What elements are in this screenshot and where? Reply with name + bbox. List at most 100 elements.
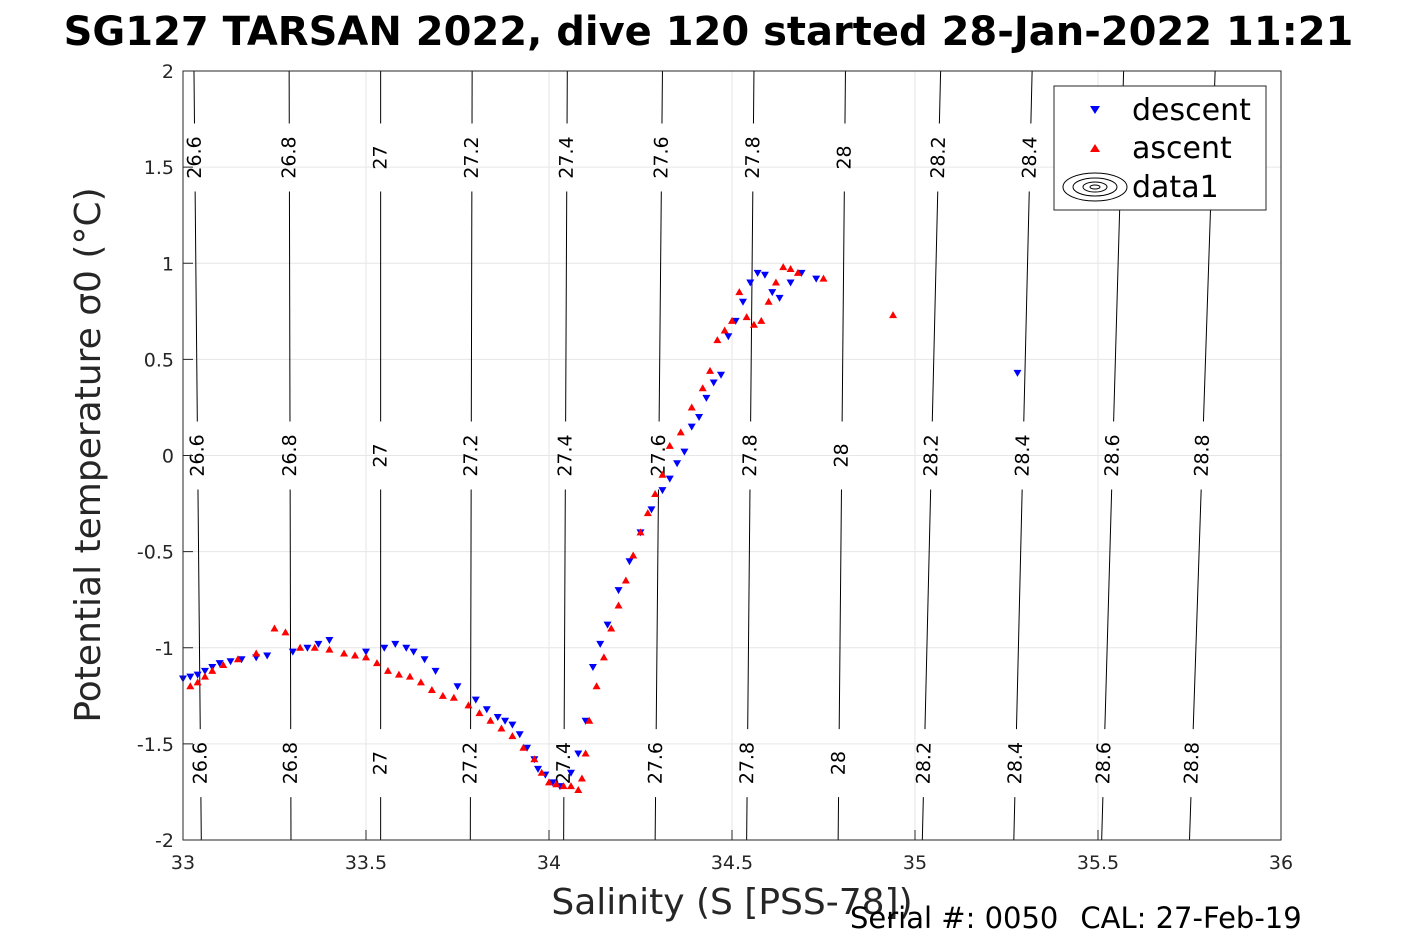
ascent-point	[599, 653, 608, 661]
y-tick-label: -1.5	[137, 734, 174, 756]
descent-point	[409, 648, 418, 656]
ascent-point	[296, 643, 305, 651]
contour-label: 27.8	[736, 742, 758, 785]
y-tick-label: 2	[162, 61, 174, 83]
descent-point	[665, 475, 674, 483]
descent-point	[303, 644, 312, 652]
contour-line	[938, 71, 942, 124]
y-tick-label: -0.5	[137, 542, 174, 564]
descent-point	[588, 663, 597, 671]
descent-point	[680, 448, 689, 456]
descent-point	[453, 683, 462, 691]
contour-line	[288, 191, 291, 422]
descent-point	[215, 660, 224, 668]
contour-line	[655, 489, 659, 730]
y-tick-label: 1.5	[144, 157, 174, 179]
ascent-point	[449, 693, 458, 701]
descent-point	[702, 394, 711, 402]
ascent-point	[208, 666, 217, 674]
density-contours: 26.6 26.6 26.6 26.8 26.8 26.8 27 27 27 27.2 27.2 27…	[184, 71, 1224, 840]
ascent-point	[585, 716, 594, 724]
ascent-point	[614, 601, 623, 609]
ascent-point	[325, 645, 334, 653]
y-tick-label: 1	[162, 253, 174, 275]
descent-point	[574, 750, 583, 758]
x-tick-label: 34	[537, 852, 561, 874]
ascent-point	[658, 470, 667, 478]
ascent-point	[519, 743, 528, 751]
ascent-point	[559, 782, 568, 790]
ascent-point	[757, 316, 766, 324]
y-tick-label: -2	[155, 830, 174, 852]
contour-label: 28.4	[1011, 434, 1034, 477]
ascent-point	[786, 265, 795, 273]
contour-label: 27.6	[648, 434, 670, 477]
ascent-point	[394, 670, 403, 678]
contour-line	[1113, 191, 1121, 422]
axis-ticks: 33 33.5 34 34.5 35 35.5 36 -2 -1.5 -1 -0.5 0 0.5 1 1.5…	[137, 61, 1293, 874]
contour-label: 28.2	[913, 742, 936, 785]
ascent-point	[497, 724, 506, 732]
contour-line	[1104, 489, 1113, 730]
descent-point	[760, 271, 769, 279]
contour-lines	[193, 71, 1216, 840]
descent-point	[391, 640, 400, 648]
descent-point	[738, 298, 747, 306]
descent-point	[717, 371, 726, 379]
descent-point	[673, 460, 682, 468]
legend-contour-icon	[1062, 172, 1128, 202]
descent-point	[614, 587, 623, 595]
ascent-point	[383, 666, 392, 674]
descent-point	[186, 673, 195, 681]
x-tick-label: 35.5	[1077, 852, 1119, 874]
descent-point	[581, 717, 590, 725]
x-tick-label: 33.5	[345, 852, 387, 874]
ascent-point	[574, 786, 583, 794]
contour-line	[1101, 797, 1104, 840]
contour-line	[747, 489, 751, 730]
contour-label: 28.8	[1180, 742, 1203, 785]
ascent-point	[372, 659, 381, 667]
ascent-point	[742, 313, 751, 321]
ascent-point	[281, 628, 290, 636]
legend-descent-label: descent	[1132, 93, 1251, 128]
contour-label: 27	[370, 751, 392, 775]
contour-line	[838, 489, 842, 730]
descent-point	[687, 423, 696, 431]
ascent-point	[552, 780, 561, 788]
descent-point	[471, 696, 480, 704]
legend-box	[1053, 85, 1267, 211]
contour-label: 27	[370, 145, 392, 169]
contour-line	[565, 191, 568, 422]
legend: descent ascent data1	[1053, 85, 1267, 211]
ascent-point	[819, 274, 828, 282]
descent-point	[603, 621, 612, 629]
contour-label: 27.8	[739, 434, 761, 477]
contour-label: 27.6	[650, 136, 672, 179]
contour-label: 27.2	[459, 742, 481, 784]
ascent-point	[581, 749, 590, 757]
ascent-point	[779, 263, 788, 271]
contour-label: 28	[834, 145, 856, 169]
y-axis-label: Potential temperature σ0 (°C)	[68, 187, 109, 722]
contour-line	[931, 191, 939, 422]
ascent-point	[698, 384, 707, 392]
ascent-point	[405, 672, 414, 680]
x-tick-label: 33	[171, 852, 195, 874]
contour-label: 27.4	[553, 742, 575, 784]
ascent-point	[566, 782, 575, 790]
ascent-point	[713, 336, 722, 344]
ascent-point	[577, 774, 586, 782]
descent-point	[534, 765, 543, 773]
descent-point	[746, 279, 755, 287]
descent-point	[515, 731, 524, 739]
descent-point	[508, 721, 517, 729]
ascent-point	[651, 489, 660, 497]
descent-point	[548, 779, 557, 787]
contour-label: 27.2	[460, 434, 482, 476]
footer-note: Serial #: 0050 CAL: 27-Feb-19	[850, 898, 1324, 938]
contour-label: 26.8	[279, 434, 301, 476]
descent-point	[768, 289, 777, 297]
ascent-point	[427, 686, 436, 694]
ascent-point	[438, 691, 447, 699]
